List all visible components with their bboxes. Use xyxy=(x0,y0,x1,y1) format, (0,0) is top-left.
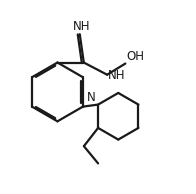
Text: NH: NH xyxy=(73,20,91,33)
Text: N: N xyxy=(87,91,96,104)
Text: NH: NH xyxy=(108,69,126,82)
Text: OH: OH xyxy=(126,49,144,62)
